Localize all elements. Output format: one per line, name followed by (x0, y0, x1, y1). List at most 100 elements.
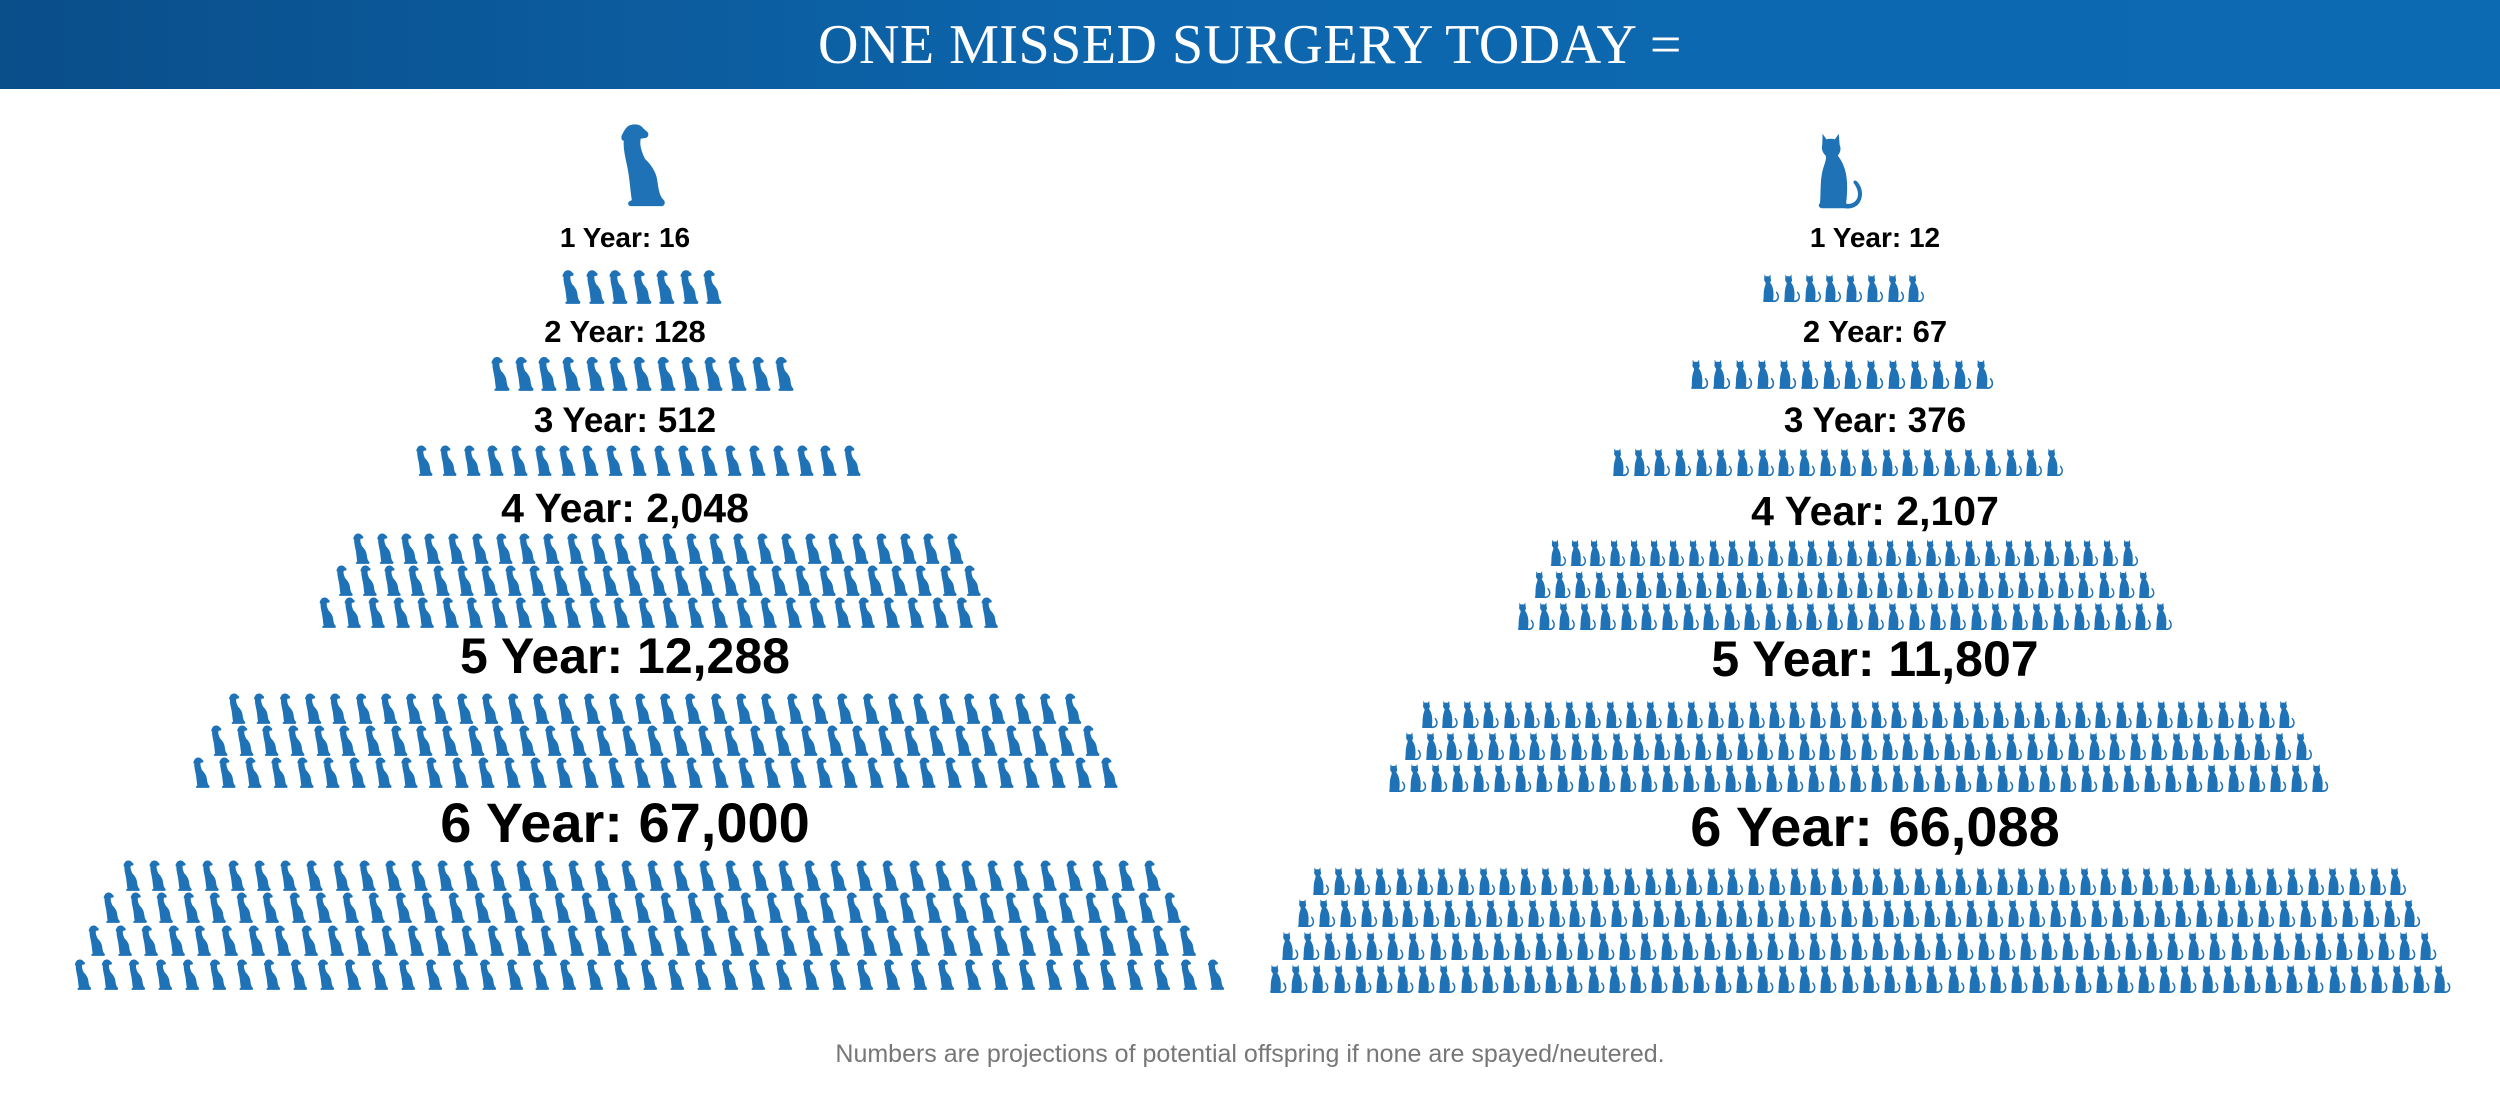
cat-icon (1833, 567, 1853, 599)
dog-icon (877, 959, 904, 991)
cat-icon (1805, 929, 1826, 961)
cat-icon (2234, 697, 2254, 729)
cat-icon (1764, 535, 1784, 567)
dog-icon (1105, 892, 1132, 924)
cat-icon (1786, 864, 1807, 896)
dog-icon (324, 693, 349, 725)
cat-icon (1732, 567, 1752, 599)
cat-icon (1821, 267, 1842, 303)
cat-icon (1691, 896, 1712, 928)
dog-icon (363, 597, 388, 629)
cat-icon (1401, 729, 1422, 761)
cat-icon (1341, 929, 1362, 961)
dog-icon (654, 693, 679, 725)
dog-icon (871, 533, 895, 565)
dog-icon (309, 892, 336, 924)
dog-icon (548, 892, 575, 924)
cat-icon (1721, 761, 1742, 793)
cat-icon (1816, 445, 1837, 477)
dog-icon (473, 959, 500, 991)
cat-icon (2034, 864, 2055, 896)
cat-icon (1712, 445, 1733, 477)
cat-icon (2085, 729, 2106, 761)
dog-icon (999, 892, 1026, 924)
cat-icon (1723, 864, 1744, 896)
cat-icon (2367, 962, 2388, 994)
dog-icon (375, 925, 402, 957)
cat-icon (1801, 267, 1822, 303)
cat-icon (2254, 896, 2275, 928)
cat-icon-row (1531, 567, 2155, 599)
cat-icon (2163, 929, 2184, 961)
cat-icon (2179, 864, 2200, 896)
cat-icon (1951, 761, 1972, 793)
dog-icon (1043, 757, 1069, 789)
cat-icon (1780, 267, 1801, 303)
cat-icon (1806, 697, 1826, 729)
dog-icon (935, 565, 959, 597)
cat-icon (1320, 929, 1341, 961)
cat-icon (2153, 697, 2173, 729)
cat-icon-row (1309, 864, 2407, 896)
cat-icon (1440, 896, 1461, 928)
dog-icon (1158, 892, 1185, 924)
cat-icon (2380, 896, 2401, 928)
cat-icon (2269, 929, 2290, 961)
cat-icon (1815, 729, 1836, 761)
cat-icon (2113, 962, 2134, 994)
dog-icon (162, 925, 189, 957)
cat-icon (2098, 761, 2119, 793)
dog-icon (1120, 959, 1147, 991)
cat-icon (2064, 729, 2085, 761)
cat-icon (1774, 445, 1795, 477)
dog-icon (615, 860, 641, 892)
dog-icon (436, 725, 462, 757)
cat-icon-row (1514, 599, 2173, 631)
dog-icon (578, 693, 603, 725)
dog-icon (1093, 959, 1120, 991)
header-banner: ONE MISSED SURGERY TODAY = (0, 0, 2500, 89)
cat-icon (1336, 896, 1357, 928)
dog-icon (1013, 925, 1040, 957)
dog-icon (580, 959, 607, 991)
dog-icon (419, 959, 446, 991)
dog-icon (1034, 693, 1059, 725)
dog-icon (538, 533, 562, 565)
dog-icon (491, 533, 515, 565)
dog-icon (721, 925, 748, 957)
cat-icon (1858, 896, 1879, 928)
dog-icon (506, 445, 530, 477)
cat-icon (1278, 929, 1299, 961)
dog-icon (1079, 892, 1106, 924)
cat-icon (1919, 445, 1940, 477)
dog-icon (719, 860, 745, 892)
cat-tier-2-label: 2 Year: 67 (1802, 314, 1948, 349)
dog-icon (550, 757, 576, 789)
dog-icon (222, 860, 248, 892)
dog-icon (510, 860, 536, 892)
dog-icon (734, 892, 761, 924)
dog-icon (403, 565, 427, 597)
cat-icon (1576, 599, 1597, 631)
dog-icon (355, 565, 379, 597)
cat-icon (1862, 354, 1884, 390)
cat-icon (1682, 864, 1703, 896)
cat-icon (2013, 864, 2034, 896)
dog-icon (530, 445, 554, 477)
cat-icon (1545, 896, 1566, 928)
dog-icon (829, 597, 854, 629)
dog-icon (338, 959, 365, 991)
cat-icon (2227, 929, 2248, 961)
cat-icon (1350, 864, 1371, 896)
dog-icon (755, 693, 780, 725)
cat-icon (1587, 729, 1608, 761)
cat-icon (1461, 896, 1482, 928)
cat-icon (1574, 761, 1595, 793)
cat-icon (1981, 729, 2002, 761)
cat-icon (1837, 896, 1858, 928)
cat-icon (1641, 864, 1662, 896)
cat-icon (1385, 761, 1406, 793)
cat-icon (2023, 729, 2044, 761)
dog-icon (1052, 725, 1078, 757)
cat-icon (1941, 535, 1961, 567)
